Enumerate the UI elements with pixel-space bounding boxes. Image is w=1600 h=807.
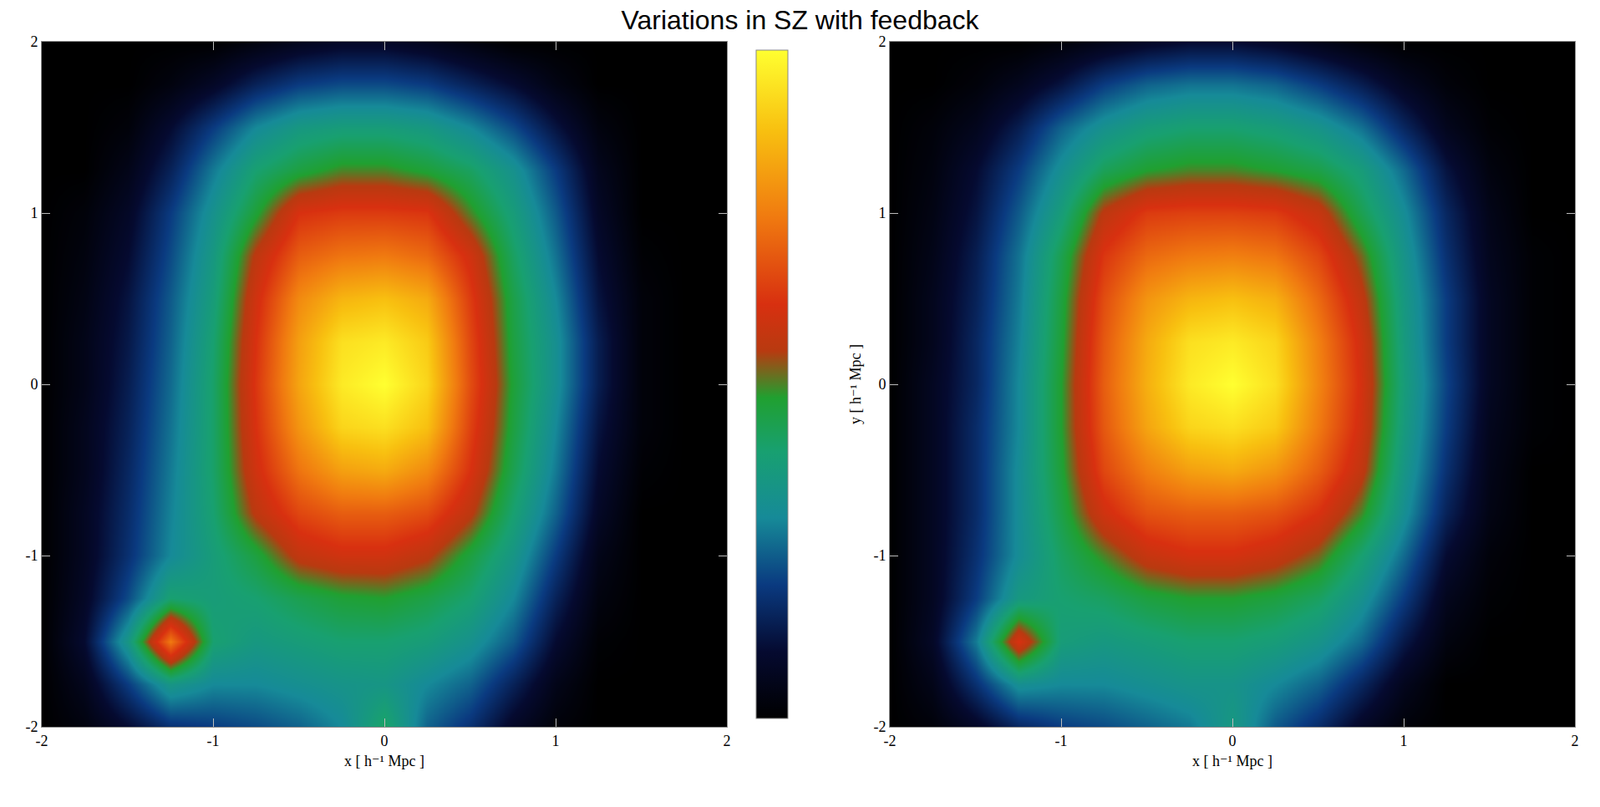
svg-text:-2: -2 [35, 732, 49, 750]
svg-text:0: 0 [30, 375, 38, 393]
svg-text:-2: -2 [25, 718, 38, 736]
svg-text:-2: -2 [883, 732, 897, 750]
svg-text:-1: -1 [25, 547, 38, 564]
svg-text:1: 1 [30, 204, 38, 222]
svg-text:0: 0 [878, 375, 886, 393]
svg-text:-2: -2 [873, 718, 886, 736]
svg-text:0: 0 [380, 732, 389, 750]
svg-text:x [ h⁻¹ Mpc ]: x [ h⁻¹ Mpc ] [344, 752, 425, 770]
svg-text:2: 2 [878, 33, 886, 51]
svg-text:2: 2 [30, 33, 38, 51]
svg-text:-1: -1 [1055, 732, 1068, 750]
svg-text:-1: -1 [207, 732, 220, 750]
svg-text:Variations in SZ with feedback: Variations in SZ with feedback [620, 5, 980, 36]
svg-text:0: 0 [1229, 732, 1237, 750]
svg-text:1: 1 [1400, 732, 1408, 750]
svg-text:-1: -1 [873, 547, 886, 564]
svg-text:1: 1 [552, 732, 560, 750]
svg-text:2: 2 [723, 732, 732, 750]
svg-text:y [ h⁻¹ Mpc ]: y [ h⁻¹ Mpc ] [847, 344, 864, 425]
svg-text:1: 1 [878, 204, 886, 222]
svg-text:x [ h⁻¹ Mpc ]: x [ h⁻¹ Mpc ] [1192, 752, 1273, 770]
svg-text:2: 2 [1571, 732, 1580, 750]
